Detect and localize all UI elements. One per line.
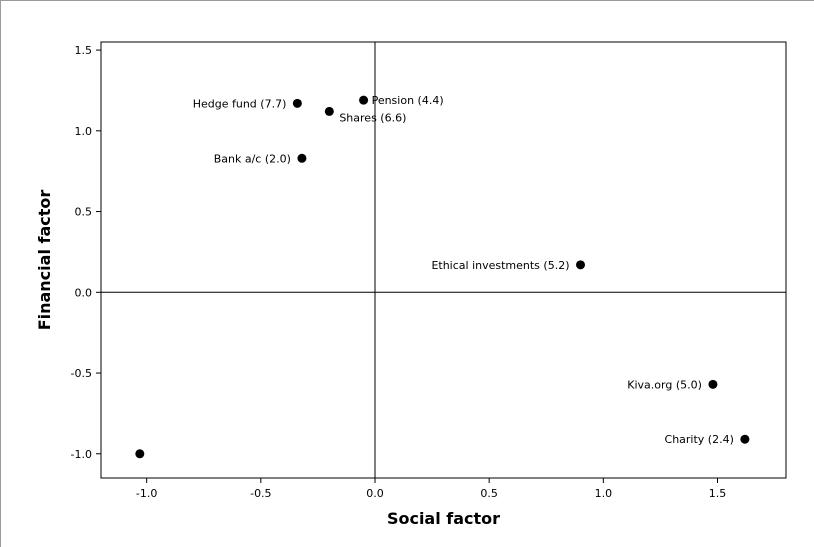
- point-label: Shares (6.6): [339, 111, 406, 124]
- x-tick-label: -1.0: [136, 487, 157, 500]
- point-label: Ethical investments (5.2): [431, 259, 569, 272]
- y-tick-label: -1.0: [71, 448, 92, 461]
- point-label: Hedge fund (7.7): [193, 97, 287, 110]
- y-tick-label: 1.0: [75, 125, 93, 138]
- data-point: [740, 434, 750, 444]
- data-point: [292, 98, 302, 108]
- y-tick-label: 1.5: [75, 44, 93, 57]
- x-tick-label: 1.0: [595, 487, 613, 500]
- y-tick-label: 0.5: [75, 206, 93, 219]
- data-point: [708, 379, 718, 389]
- data-point: [135, 449, 145, 459]
- frame-border-left: [0, 0, 1, 547]
- x-tick-label: 0.0: [366, 487, 384, 500]
- data-point: [297, 153, 307, 163]
- point-label: Bank a/c (2.0): [214, 152, 291, 165]
- x-tick-label: -0.5: [250, 487, 271, 500]
- point-label: Pension (4.4): [372, 94, 444, 107]
- y-tick-label: -0.5: [71, 367, 92, 380]
- x-axis-title: Social factor: [387, 509, 500, 528]
- plot-frame: [100, 41, 787, 479]
- y-tick-label: 0.0: [75, 286, 93, 299]
- data-point: [359, 95, 369, 105]
- data-point: [324, 106, 334, 116]
- frame-border-top: [0, 0, 814, 1]
- point-label: Charity (2.4): [665, 433, 734, 446]
- y-axis-title: Financial factor: [35, 190, 54, 331]
- x-tick-label: 0.5: [480, 487, 498, 500]
- point-label: Kiva.org (5.0): [627, 378, 702, 391]
- data-point: [576, 260, 585, 270]
- x-tick-label: 1.5: [709, 487, 727, 500]
